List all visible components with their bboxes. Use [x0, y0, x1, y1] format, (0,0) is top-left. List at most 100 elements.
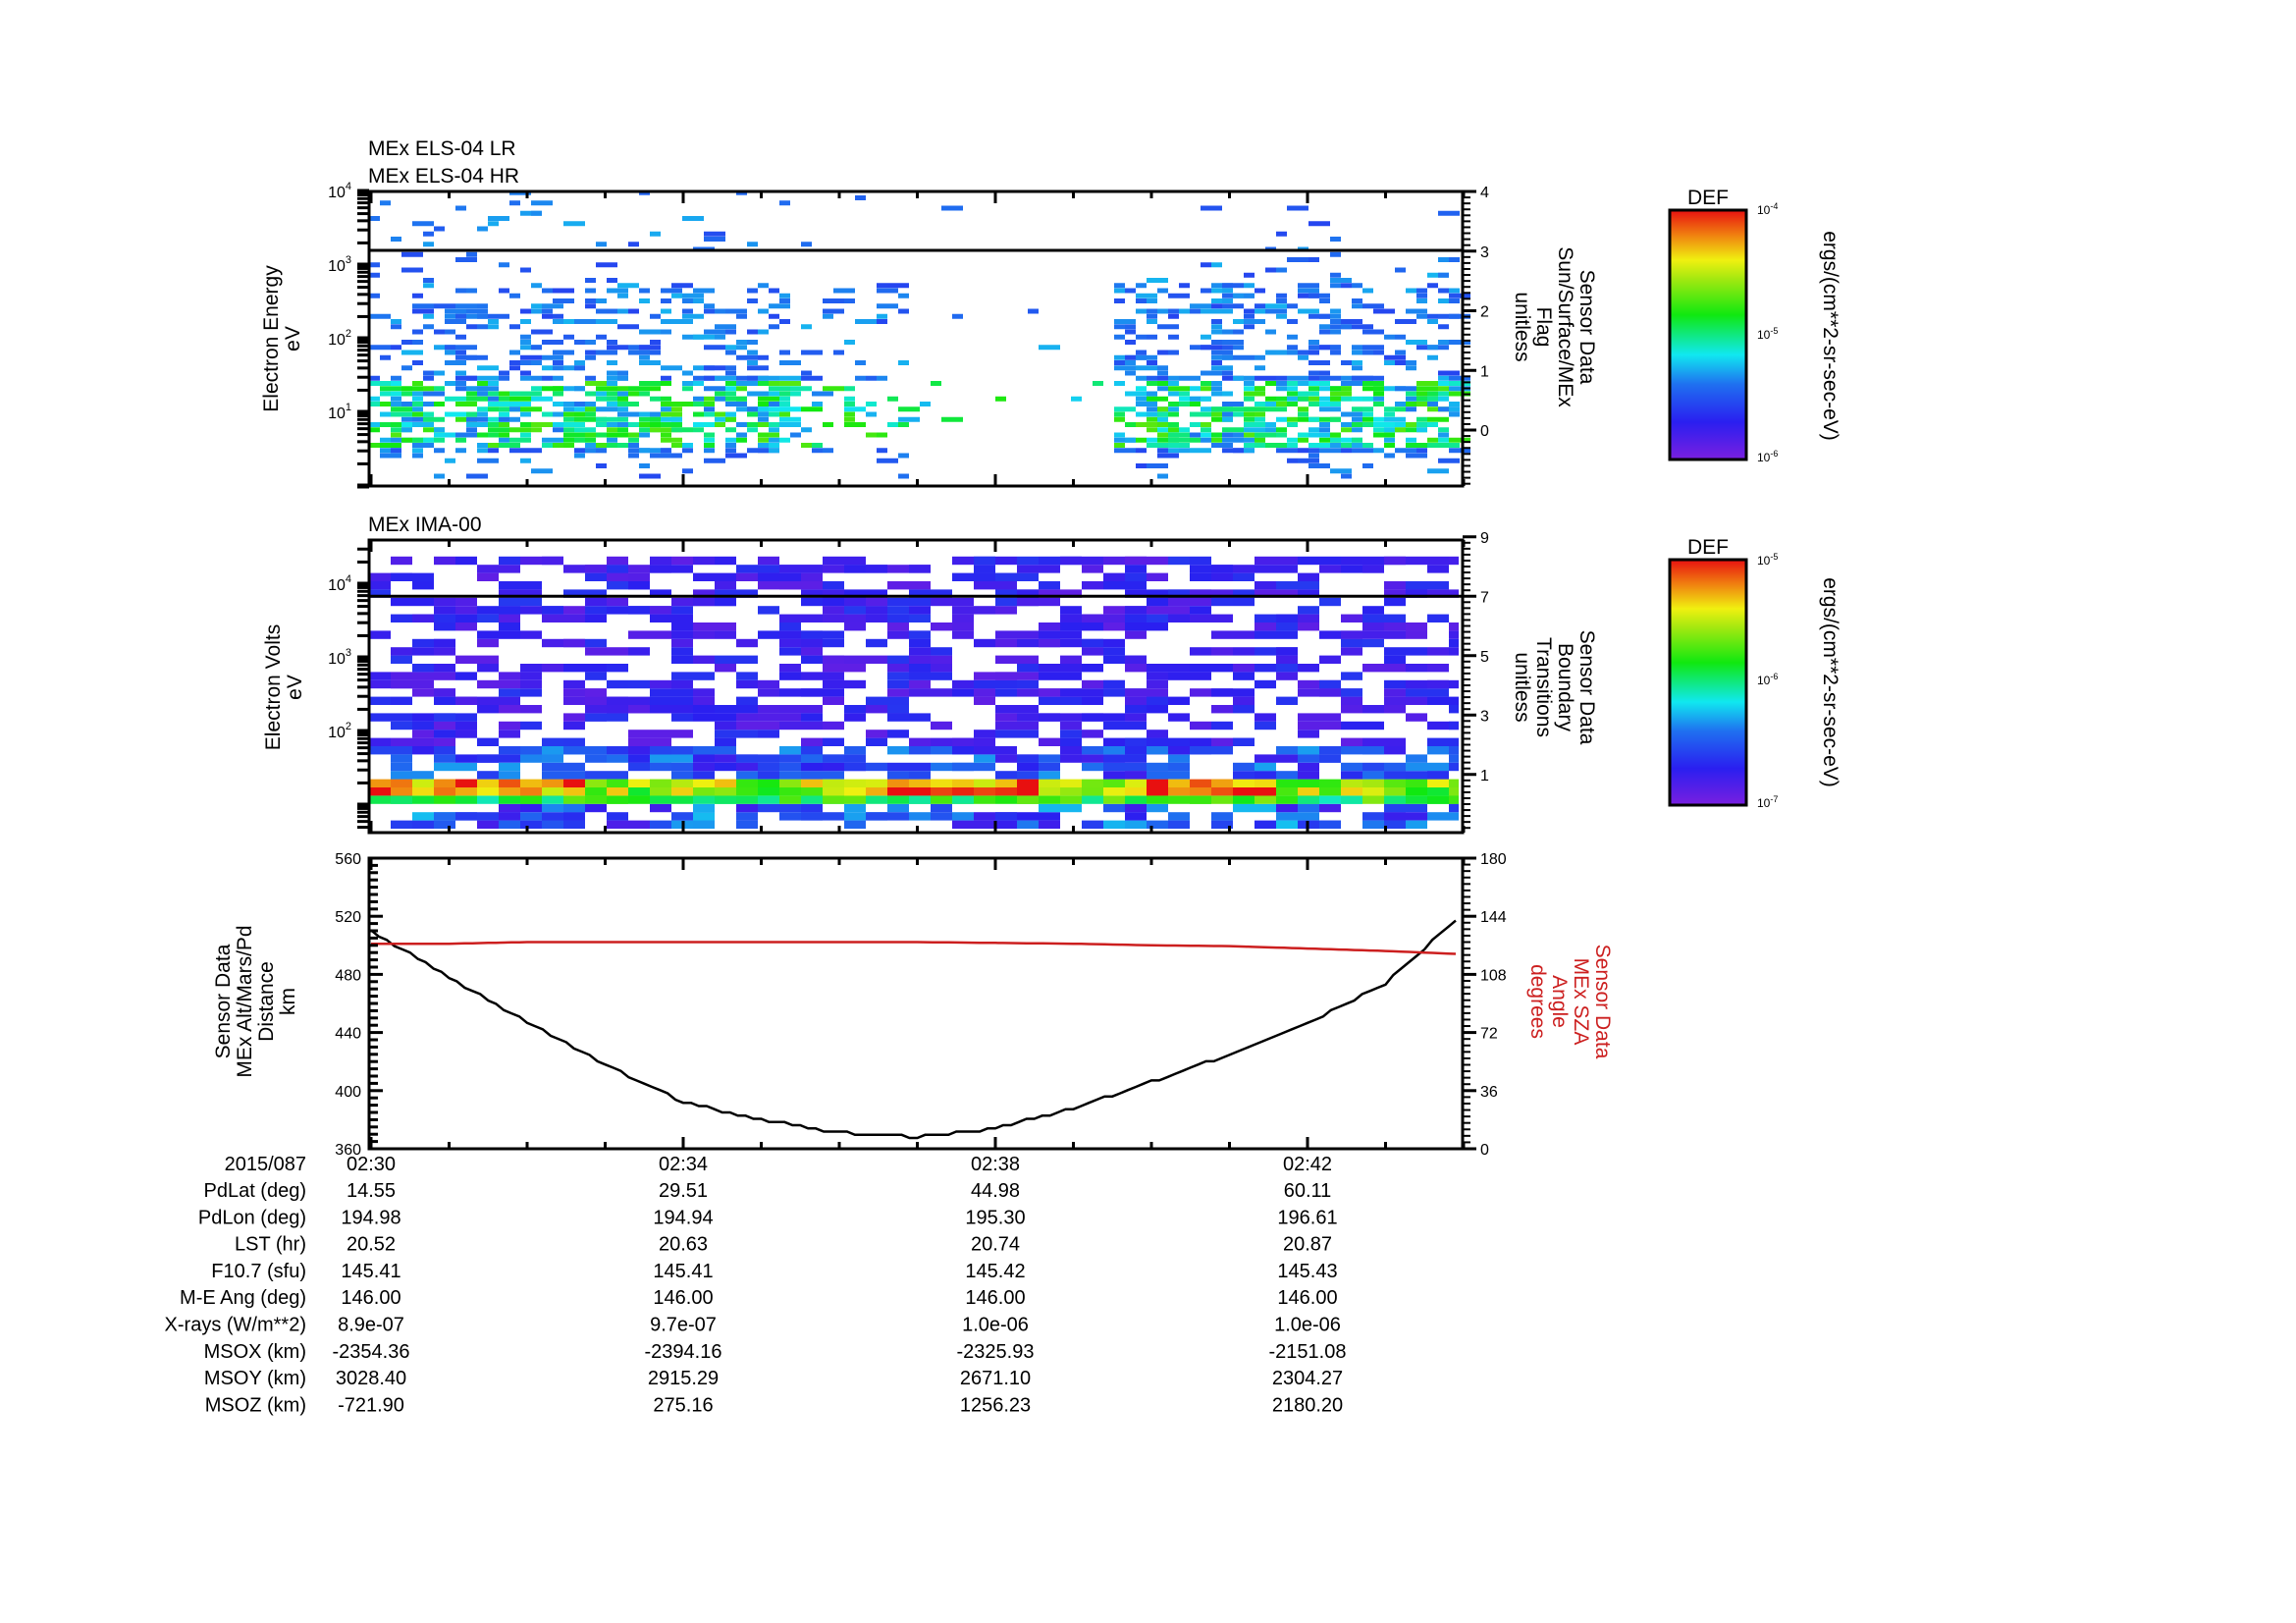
- spectrogram-cell: [412, 221, 434, 227]
- ima-cbar-tick-bottom: 10-7: [1757, 794, 1778, 810]
- spectrogram-cell: [520, 406, 542, 412]
- spectrogram-cell: [812, 391, 833, 397]
- spectrogram-cell: [477, 696, 520, 705]
- spectrogram-cell: [1244, 319, 1265, 324]
- spectrogram-cell: [509, 402, 531, 406]
- spectrogram-cell: [1201, 205, 1222, 211]
- spectrogram-cell: [1352, 324, 1373, 330]
- spectrogram-cell: [779, 402, 790, 406]
- spectrogram-cell: [628, 572, 650, 581]
- spectrogram-cell: [607, 427, 617, 433]
- spectrogram-cell: [1168, 334, 1179, 340]
- spectrogram-cell: [887, 762, 931, 772]
- spectrogram-cell: [1449, 746, 1459, 755]
- spectrogram-cell: [1416, 391, 1427, 397]
- spectrogram-cell: [423, 242, 434, 247]
- spectrogram-cell: [1082, 664, 1103, 673]
- spectrogram-cell: [1362, 396, 1373, 402]
- spectrogram-cell: [715, 308, 725, 314]
- spectrogram-cell: [693, 696, 715, 705]
- spectrogram-cell: [1373, 350, 1384, 355]
- spectrogram-cell: [1244, 427, 1265, 433]
- spectrogram-cell: [1190, 432, 1201, 438]
- spectrogram-cell: [995, 572, 1039, 581]
- spectrogram-cell: [715, 375, 736, 381]
- spectrogram-cell: [466, 251, 477, 257]
- spectrogram-cell: [563, 746, 607, 755]
- spectrogram-cell: [455, 812, 477, 821]
- spectrogram-cell: [1190, 737, 1211, 746]
- spectrogram-cell: [909, 746, 931, 755]
- spectrogram-cell: [661, 406, 671, 412]
- spectrogram-cell: [1406, 589, 1427, 598]
- spectrogram-cell: [909, 565, 931, 573]
- spectrogram-cell: [391, 679, 434, 689]
- spectrogram-cell: [509, 448, 531, 454]
- spectrogram-cell: [725, 350, 736, 355]
- spectrogram-cell: [380, 200, 391, 206]
- spectrogram-cell: [1190, 746, 1233, 755]
- tick-exponent: 2: [346, 721, 351, 732]
- spectrogram-cell: [1298, 572, 1319, 581]
- spectrogram-cell: [1308, 458, 1319, 463]
- spectrogram-cell: [682, 427, 693, 433]
- spectrogram-cell: [628, 437, 639, 443]
- spectrogram-cell: [801, 350, 823, 355]
- spectrogram-cell: [499, 375, 509, 381]
- spectrogram-cell: [520, 319, 531, 324]
- spectrogram-cell: [931, 812, 952, 821]
- spectrogram-cell: [596, 308, 607, 314]
- spectrogram-cell: [1114, 319, 1136, 324]
- spectrogram-cell: [758, 556, 779, 566]
- spectrogram-cell: [1298, 308, 1319, 314]
- spectrogram-cell: [1330, 432, 1341, 438]
- spectrogram-cell: [553, 365, 563, 371]
- spectrogram-cell: [1287, 381, 1298, 386]
- spectrogram-cell: [1136, 365, 1157, 371]
- spectrogram-cell: [725, 453, 747, 459]
- spectrogram-cell: [1060, 688, 1103, 697]
- spectrogram-cell: [1190, 386, 1201, 392]
- spectrogram-cell: [1352, 427, 1362, 433]
- spectrogram-cell: [931, 655, 952, 664]
- ima-colorbar-units: ergs/(cm**2-sr-sec-eV): [1819, 577, 1842, 787]
- spectrogram-cell: [1362, 622, 1384, 631]
- spectrogram-cell: [585, 688, 607, 697]
- spectrogram-cell: [1427, 614, 1449, 622]
- spectrogram-cell: [758, 795, 779, 804]
- spectrogram-cell: [1298, 622, 1319, 631]
- spectrogram-cell: [844, 411, 855, 417]
- spectrogram-cell: [585, 411, 596, 417]
- spectrogram-cell: [650, 411, 661, 417]
- spectrogram-cell: [1255, 820, 1276, 829]
- spectrogram-cell: [499, 437, 509, 443]
- spectrogram-cell: [596, 463, 607, 468]
- spectrogram-cell: [974, 779, 995, 787]
- spectrogram-cell: [661, 329, 671, 335]
- spectrogram-cell: [725, 308, 747, 314]
- orbit-ylabel-2: MEx Alt/Mars/Pd: [234, 925, 256, 1077]
- spectrogram-cell: [1298, 283, 1319, 289]
- ephemeris-cell: 1.0e-06: [1274, 1315, 1341, 1336]
- spectrogram-cell: [1082, 638, 1103, 648]
- spectrogram-cell: [1168, 812, 1190, 821]
- spectrogram-cell: [639, 381, 661, 386]
- spectrogram-cell: [823, 581, 844, 590]
- spectrogram-cell: [866, 614, 887, 622]
- spectrogram-cell: [1255, 713, 1276, 722]
- spectrogram-cell: [693, 746, 736, 755]
- spectrogram-cell: [1427, 721, 1459, 730]
- spectrogram-cell: [412, 391, 423, 397]
- spectrogram-cell: [607, 795, 628, 804]
- spectrogram-cell: [1330, 237, 1341, 242]
- spectrogram-cell: [1362, 664, 1406, 673]
- spectrogram-cell: [1255, 754, 1298, 763]
- spectrogram-cell: [1341, 696, 1362, 705]
- spectrogram-cell: [1071, 396, 1082, 402]
- spectrogram-cell: [607, 288, 628, 294]
- spectrogram-cell: [747, 298, 758, 303]
- spectrogram-cell: [1222, 283, 1244, 289]
- spectrogram-cell: [1147, 696, 1168, 705]
- spectrogram-cell: [1211, 365, 1233, 371]
- spectrogram-cell: [1352, 283, 1362, 289]
